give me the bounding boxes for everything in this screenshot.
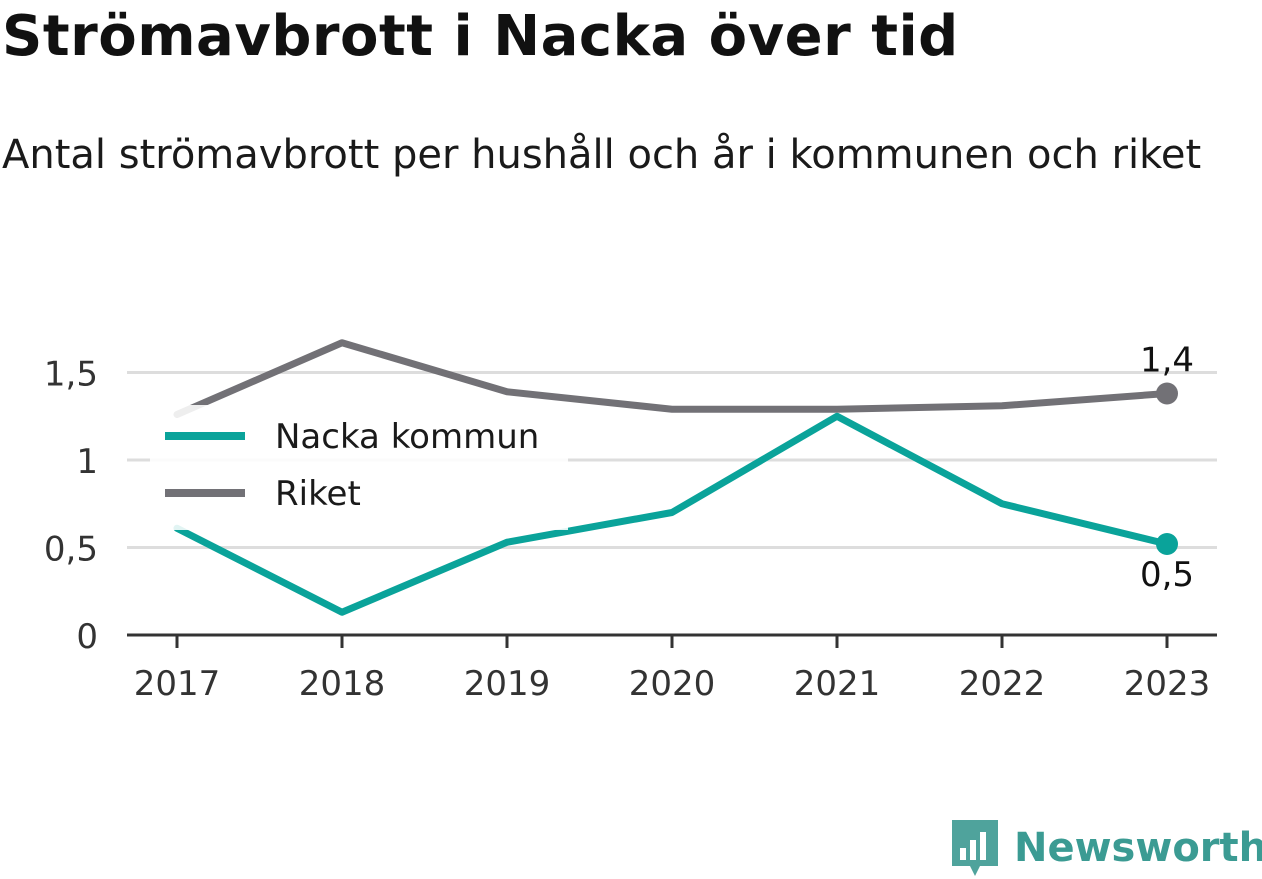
legend-label: Riket	[275, 474, 361, 514]
newsworthy-logo: Newsworthy	[950, 818, 1262, 878]
chart-subtitle: Antal strömavbrott per hushåll och år i …	[2, 132, 1202, 178]
riket-end-point	[1156, 382, 1178, 405]
x-tick-label: 2023	[1124, 664, 1211, 704]
legend-label: Nacka kommun	[275, 417, 539, 457]
riket-value-label: 1,4	[1140, 341, 1194, 381]
x-tick-label: 2018	[299, 664, 386, 704]
x-tick-label: 2022	[959, 664, 1046, 704]
y-tick-label: 0	[76, 617, 98, 657]
x-axis-ticks: 2017 2018 2019 2020 2021 2022 2023	[134, 635, 1211, 704]
y-tick-label: 0,5	[44, 530, 98, 570]
nacka-kommun-end-point	[1156, 533, 1178, 555]
riket-line	[173, 339, 1171, 418]
brand-name: Newsworthy	[1014, 825, 1262, 871]
y-axis-ticks: 0 0,5 1 1,5	[44, 355, 98, 658]
x-tick-label: 2017	[134, 664, 221, 704]
nacka-kommun-value-label: 0,5	[1140, 555, 1194, 595]
x-tick-label: 2019	[464, 664, 551, 704]
y-tick-label: 1,5	[44, 355, 98, 395]
y-tick-label: 1	[76, 442, 98, 482]
x-tick-label: 2021	[794, 664, 881, 704]
series-lines	[173, 339, 1178, 616]
x-tick-label: 2020	[629, 664, 716, 704]
bar-chart-badge-icon	[952, 820, 998, 876]
end-labels: 1,4 0,5	[1140, 341, 1194, 596]
nacka-kommun-line	[173, 412, 1171, 616]
legend: Nacka kommun Riket	[150, 405, 568, 530]
legend-background	[150, 405, 568, 530]
chart-title: Strömavbrott i Nacka över tid	[2, 4, 959, 69]
